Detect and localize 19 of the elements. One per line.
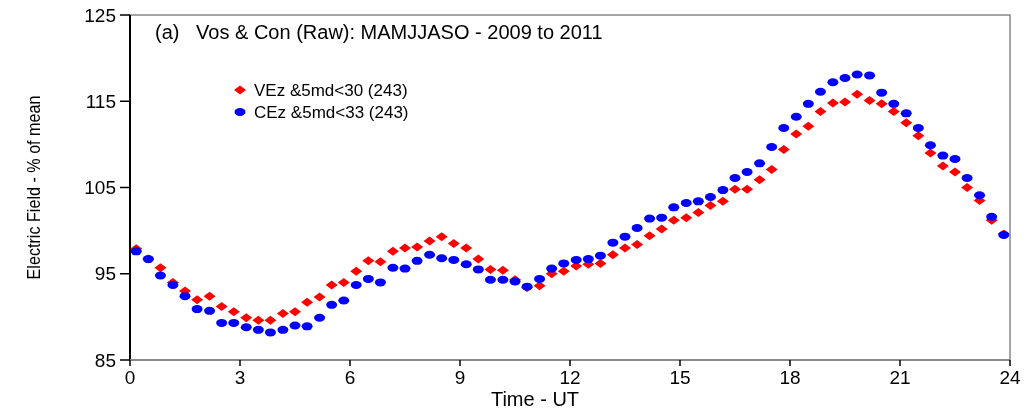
x-tick-label: 21 [889, 367, 911, 388]
y-axis-title: Electric Field - % of mean [22, 95, 45, 280]
x-axis-title: Time - UT [490, 388, 580, 410]
x-tick-label: 15 [669, 367, 691, 388]
x-tick-label: 18 [779, 367, 801, 388]
x-tick-label: 3 [234, 367, 246, 388]
legend-label: CEz &5md<33 (243) [254, 102, 409, 122]
legend-label: VEz &5md<30 (243) [254, 80, 408, 100]
y-tick-label: 125 [84, 4, 116, 26]
x-tick-label: 12 [559, 367, 581, 388]
chart-title: (a) Vos & Con (Raw): MAMJJASO - 2009 to 2011 [155, 21, 603, 43]
y-tick-label: 95 [94, 263, 116, 285]
x-tick-label: 9 [454, 367, 466, 388]
y-tick-label: 105 [84, 177, 116, 199]
y-tick-label: 115 [85, 90, 116, 112]
x-tick-label: 0 [124, 367, 136, 388]
y-tick-label: 85 [94, 349, 116, 371]
x-tick-label: 6 [344, 367, 356, 388]
x-tick-label: 24 [999, 367, 1021, 388]
